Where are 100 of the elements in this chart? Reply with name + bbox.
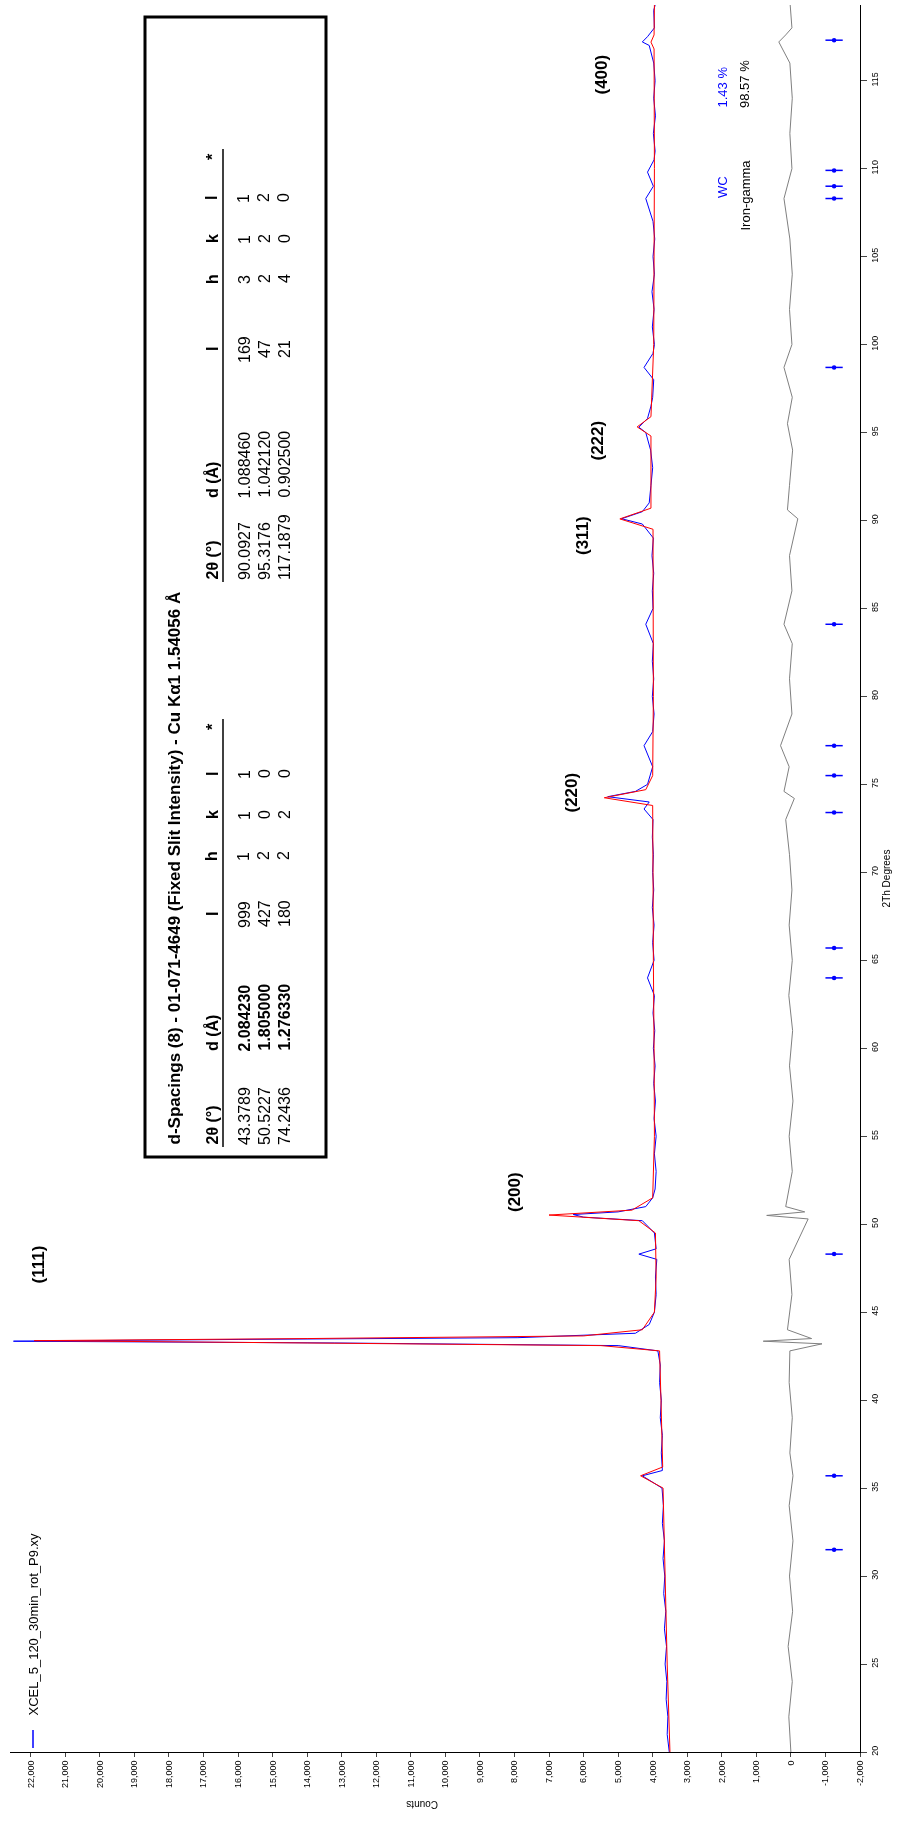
y-tick-label: 70 xyxy=(869,865,880,876)
point xyxy=(831,37,837,43)
y-tick-label: 50 xyxy=(869,1217,880,1228)
y-tick-label: 35 xyxy=(869,1481,880,1492)
annotation: (400) xyxy=(591,54,611,95)
annotation: 2 xyxy=(255,851,272,860)
annotation: 2 xyxy=(256,274,273,283)
y-tick-label: 55 xyxy=(869,1129,880,1140)
annotation: 1.042120 xyxy=(255,430,273,498)
annotation: 21 xyxy=(276,340,293,358)
x-tick-label: 4,000 xyxy=(647,1760,658,1784)
annotation: 50.5227 xyxy=(256,1087,273,1145)
annotation: 0 xyxy=(275,193,292,202)
x-tick-label: 8,000 xyxy=(509,1760,520,1784)
annotation: 90.0927 xyxy=(236,522,253,580)
annotation: 0 xyxy=(256,810,273,819)
point xyxy=(831,1473,837,1479)
annotation: d (Å) xyxy=(203,461,221,498)
annotation: 427 xyxy=(256,900,273,927)
y-tick-label: 90 xyxy=(869,514,880,525)
annotation: I xyxy=(204,346,221,351)
y-tick-label: 95 xyxy=(869,426,880,437)
x-tick-label: 21,000 xyxy=(60,1760,71,1789)
x-tick-label: 12,000 xyxy=(371,1760,382,1789)
annotation: 117.1879 xyxy=(276,514,293,580)
annotation: (220) xyxy=(561,772,581,813)
y-tick-label: 25 xyxy=(869,1657,880,1668)
y-tick-label: 65 xyxy=(869,953,880,964)
point xyxy=(831,183,837,189)
annotation: 1 xyxy=(235,852,252,861)
point xyxy=(831,196,837,201)
annotation: 1 xyxy=(236,811,253,820)
annotation: d-Spacings (8) - 01-071-4649 (Fixed Slit Intensity) - Cu Kα1 1.54056 Å xyxy=(164,591,184,1145)
annotation: 4 xyxy=(276,274,293,283)
x-axis-title: Counts xyxy=(406,1799,438,1810)
annotation: 2θ (°) xyxy=(203,540,221,580)
line-series xyxy=(762,5,823,1752)
point xyxy=(831,975,837,981)
annotation: (111) xyxy=(28,1245,48,1284)
annotation: * xyxy=(204,723,221,730)
y-axis-title: 2Th Degrees xyxy=(881,849,893,908)
annotation: (200) xyxy=(505,1172,524,1212)
x-tick-label: 15,000 xyxy=(267,1760,278,1789)
annotation: 0 xyxy=(276,234,293,243)
annotation: I xyxy=(204,911,221,916)
x-tick-label: 3,000 xyxy=(682,1760,693,1784)
x-tick-label: -1,000 xyxy=(820,1760,831,1787)
x-tick-label: 7,000 xyxy=(543,1760,554,1784)
y-tick-label: 60 xyxy=(869,1041,880,1052)
point xyxy=(831,810,837,815)
x-tick-label: 22,000 xyxy=(25,1760,36,1789)
x-tick-label: 19,000 xyxy=(129,1760,140,1789)
text: XCEL_5_120_30min_rot_P9.xy xyxy=(25,1532,41,1716)
annotation: 169 xyxy=(236,336,253,363)
annotation: k xyxy=(204,810,221,819)
x-tick-label: 17,000 xyxy=(198,1760,209,1789)
y-tick-label: 100 xyxy=(869,335,880,351)
annotation: 0 xyxy=(256,769,273,778)
annotation: 98.57 % xyxy=(737,59,752,108)
y-tick-label: 40 xyxy=(869,1393,880,1404)
x-tick-label: 16,000 xyxy=(232,1760,243,1789)
annotation: h xyxy=(204,274,221,284)
y-tick-label: 45 xyxy=(869,1305,880,1316)
y-tick-label: 85 xyxy=(869,602,880,613)
y-tick-label: 30 xyxy=(869,1569,880,1580)
annotation: 0 xyxy=(276,769,293,778)
annotation: 2 xyxy=(275,851,292,860)
annotation: Iron-gamma xyxy=(737,159,753,231)
annotation: 2 xyxy=(256,234,273,243)
annotation: 1.805000 xyxy=(255,983,273,1051)
annotation: d (Å) xyxy=(203,1014,221,1051)
x-tick-label: 5,000 xyxy=(613,1760,624,1784)
x-tick-label: 20,000 xyxy=(94,1760,105,1789)
y-tick-label: 75 xyxy=(869,778,880,789)
annotation: h xyxy=(203,851,220,861)
x-tick-label: 14,000 xyxy=(302,1760,313,1789)
y-tick-label: 115 xyxy=(869,72,880,87)
annotation: 1.43 % xyxy=(714,66,730,108)
annotation: 74.2436 xyxy=(276,1087,293,1145)
point xyxy=(831,1547,837,1552)
annotation: 1 xyxy=(235,194,252,203)
x-tick-label: 0 xyxy=(785,1760,796,1766)
x-tick-label: 6,000 xyxy=(578,1760,589,1784)
point xyxy=(831,743,837,748)
annotation: 2 xyxy=(255,193,272,202)
point xyxy=(831,773,837,778)
annotation: * xyxy=(204,153,221,160)
annotation: 2 xyxy=(276,810,293,819)
x-tick-label: 2,000 xyxy=(716,1760,727,1784)
annotation: WC xyxy=(715,176,730,198)
annotation: 0.902500 xyxy=(275,430,293,498)
annotation: 1 xyxy=(236,235,253,244)
annotation: 999 xyxy=(236,901,253,928)
annotation: 3 xyxy=(236,275,253,284)
x-tick-label: 9,000 xyxy=(474,1760,485,1784)
annotation: 1 xyxy=(236,770,253,779)
point xyxy=(831,1251,837,1257)
point xyxy=(831,945,837,951)
x-tick-label: 13,000 xyxy=(336,1760,347,1789)
y-tick-label: 105 xyxy=(869,247,880,263)
